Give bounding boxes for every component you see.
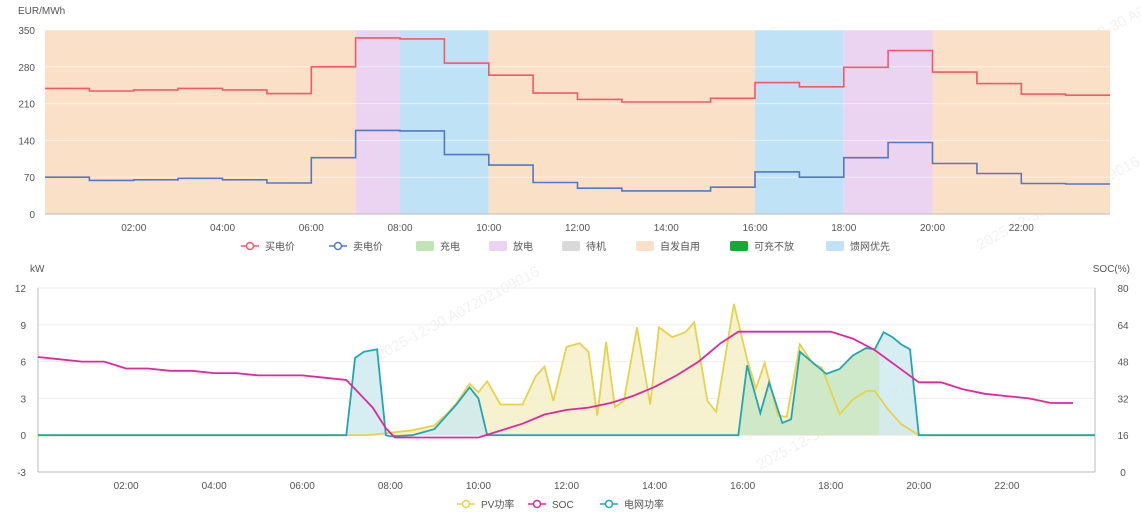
x-tick-label: 02:00 [114,481,139,492]
watermark-text: 2025-12-30 A07202109016 [374,263,543,363]
series-line-buy-price [45,37,1110,103]
legend-box-marker [416,241,434,251]
series-line-sell-price [45,129,1110,192]
y-left-tick-label: -3 [17,468,26,479]
legend-label: 可充不放 [754,240,794,253]
legend-box-marker [489,241,507,251]
soc-line [37,330,1073,439]
y-tick-label: 140 [18,136,35,147]
x-tick-label: 08:00 [378,481,403,492]
price-chart: 0 70 140 210 280 350 EUR/MWh 02:00 04:00 06:00 08:… [18,6,1110,253]
legend-circle-marker [461,499,471,509]
y-right-tick-label: 16 [1117,431,1129,442]
x-tick-label: 14:00 [642,481,667,492]
legend-label: PV功率 [481,498,514,511]
x-tick-label: 14:00 [654,223,679,234]
legend-box-marker [826,241,844,251]
x-tick-label: 04:00 [202,481,227,492]
grid-area-fill-overlap [720,340,880,436]
pv-area-fill [38,303,1095,436]
mode-band-self-use [45,30,356,214]
legend-circle-marker [604,499,614,509]
legend-label: 卖电价 [353,240,383,253]
x-tick-label: 12:00 [565,223,590,234]
legend-circle-marker [333,241,343,251]
pv-power-line [38,303,1095,437]
power-soc-chart: -3 0 0 16 3 32 6 48 9 64 12 80 kW SOC(%) 02:00 04:00 06:… [15,264,1130,511]
legend-label: 电网功率 [624,498,664,511]
legend-label: 放电 [513,240,533,253]
y-left-tick-label: 12 [15,284,27,295]
mode-band-discharge [355,30,400,214]
legend-box-marker [730,241,748,251]
y-left-tick-label: 9 [20,321,26,332]
x-tick-label: 22:00 [994,481,1019,492]
x-tick-label: 06:00 [299,223,324,234]
legend-label: 馈网优先 [850,240,890,253]
x-tick-label: 12:00 [554,481,579,492]
x-tick-label: 18:00 [831,223,856,234]
x-tick-label: 20:00 [906,481,931,492]
legend-circle-marker [532,499,542,509]
legend-label: 充电 [440,240,460,253]
x-tick-label: 20:00 [920,223,945,234]
mode-band-grid-priority [755,30,844,214]
legend-label: SOC [552,500,574,511]
y-left-tick-label: 0 [20,431,26,442]
y-right-tick-label: 80 [1117,284,1129,295]
y-left-tick-label: 3 [20,394,26,405]
legend-label: 买电价 [265,240,295,253]
legend-label: 自发自用 [660,240,700,253]
y-left-tick-label: 6 [20,358,26,369]
legend-circle-marker [245,241,255,251]
y-tick-label: 70 [24,173,36,184]
y-left-axis-unit: kW [30,264,45,275]
y-right-tick-label: 48 [1117,358,1129,369]
legend-box-marker [562,241,580,251]
y-axis-unit: EUR/MWh [18,6,65,17]
x-tick-label: 02:00 [121,223,146,234]
y-right-axis-unit: SOC(%) [1093,264,1130,275]
y-tick-label: 350 [18,26,35,37]
x-tick-label: 22:00 [1009,223,1034,234]
legend-box-marker [636,241,654,251]
mode-band-self-use [488,30,755,214]
mode-band-self-use [932,30,1110,214]
y-right-tick-label: 64 [1117,321,1129,332]
x-tick-label: 10:00 [466,481,491,492]
y-right-tick-label: 32 [1117,394,1129,405]
x-tick-label: 08:00 [387,223,412,234]
legend-label: 待机 [586,240,606,253]
x-tick-label: 16:00 [742,223,767,234]
y-tick-label: 210 [18,100,35,111]
y-tick-label: 280 [18,63,35,74]
x-tick-label: 04:00 [210,223,235,234]
x-tick-label: 18:00 [818,481,843,492]
x-tick-label: 16:00 [730,481,755,492]
y-right-tick-label: 0 [1120,468,1126,479]
x-tick-label: 10:00 [476,223,501,234]
y-tick-label: 0 [29,210,35,221]
x-tick-label: 06:00 [290,481,315,492]
